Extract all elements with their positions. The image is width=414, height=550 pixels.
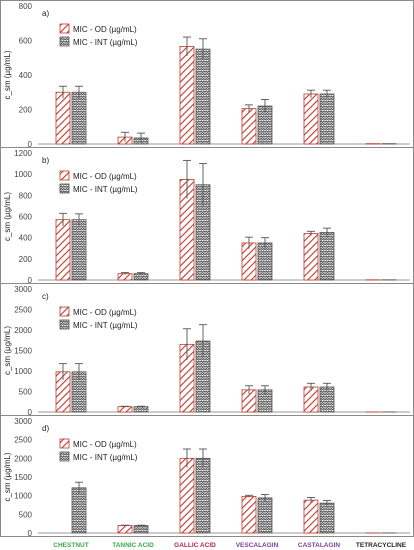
y-tick-label: 0 <box>28 140 33 149</box>
bar-mic-od <box>241 108 257 145</box>
y-tick-label: 2000 <box>14 326 32 335</box>
x-category-label: GALLIC ACID <box>174 542 216 549</box>
x-category-label: VESCALAGIN <box>236 542 279 549</box>
y-tick-label: 1000 <box>14 367 32 376</box>
panel-4: d) 0 500 1000 1500 2000 2500 3000 c_sm (µg/mL) MI… <box>0 415 414 538</box>
legend-swatch-od <box>59 170 70 181</box>
y-tick-label: 1500 <box>14 347 32 356</box>
panel-label: b) <box>42 156 49 165</box>
bar-mic-int <box>319 386 335 413</box>
y-tick-label: 200 <box>19 255 33 264</box>
y-tick-label: 1500 <box>14 473 32 482</box>
x-category-label: TETRACYCLINE <box>356 542 407 549</box>
bar-mic-int <box>133 525 149 534</box>
y-tick-label: 2000 <box>14 454 32 463</box>
bar-mic-od <box>179 46 195 145</box>
bar-mic-od <box>55 91 71 145</box>
y-axis-title: c_sm (µg/mL) <box>3 50 12 99</box>
y-tick-label: 2500 <box>14 436 32 445</box>
bar-mic-int <box>195 457 211 534</box>
legend-label: MIC - OD (µg/mL) <box>73 25 137 34</box>
y-axis-title: c_sm (µg/mL) <box>3 192 12 241</box>
y-tick-label: 3000 <box>14 417 32 426</box>
bar-mic-int <box>133 406 149 413</box>
y-tick-label: 3000 <box>14 285 32 294</box>
panel-label: c) <box>42 292 49 301</box>
y-axis-title: c_sm (µg/mL) <box>3 326 12 375</box>
y-tick-label: 400 <box>19 234 33 243</box>
bar-mic-od <box>55 219 71 281</box>
legend-label: MIC - OD (µg/mL) <box>73 172 137 181</box>
y-tick-label: 500 <box>19 388 33 397</box>
y-tick-label: 400 <box>19 71 33 80</box>
bar-mic-int <box>319 93 335 145</box>
legend-swatch-od <box>59 438 70 449</box>
bar-mic-int <box>71 487 87 534</box>
y-tick-label: 600 <box>19 37 33 46</box>
bar-mic-int <box>195 48 211 145</box>
bar-mic-int <box>71 91 87 145</box>
bar-mic-od <box>117 406 133 413</box>
y-tick-label: 0 <box>28 408 33 417</box>
x-category-label: CHESTNUT <box>53 542 88 549</box>
bar-mic-int <box>257 242 273 281</box>
legend-label: MIC - INT (µg/mL) <box>73 453 138 462</box>
legend-label: MIC - INT (µg/mL) <box>73 185 138 194</box>
x-category-label: TANNIC ACID <box>112 542 154 549</box>
bar-mic-int <box>319 231 335 281</box>
legend-label: MIC - INT (µg/mL) <box>73 321 138 330</box>
y-tick-label: 800 <box>19 2 33 11</box>
legend-swatch-int <box>59 319 70 330</box>
legend-swatch-int <box>59 183 70 194</box>
bar-mic-od <box>303 499 319 534</box>
legend-swatch-od <box>59 23 70 34</box>
y-tick-label: 200 <box>19 106 33 115</box>
panel-1: a) 0 200 400 600 800 c_sm (µg/mL) MIC - OD (µg/… <box>0 0 414 149</box>
legend-swatch-od <box>59 306 70 317</box>
legend-label: MIC - OD (µg/mL) <box>73 308 137 317</box>
bar-mic-od <box>179 457 195 534</box>
legend-swatch-int <box>59 36 70 47</box>
y-tick-label: 1000 <box>14 170 32 179</box>
bar-mic-od <box>241 496 257 534</box>
bar-mic-od <box>303 386 319 413</box>
y-tick-label: 800 <box>19 191 33 200</box>
panel-2: b) 0 200 400 600 800 1000 1200 c_sm (µg/mL) MIC -… <box>0 147 414 285</box>
panel-3: c) 0 500 1000 1500 2000 2500 3000 c_sm (µg/mL) MI… <box>0 283 414 417</box>
bar-mic-int <box>257 497 273 534</box>
y-tick-label: 1200 <box>14 149 32 158</box>
panel-label: a) <box>42 9 49 18</box>
bar-mic-od <box>303 93 319 145</box>
y-axis-title: c_sm (µg/mL) <box>3 452 12 501</box>
bar-mic-od <box>117 525 133 534</box>
y-tick-label: 0 <box>28 276 33 285</box>
panel-label: d) <box>42 424 49 433</box>
bar-mic-od <box>303 233 319 281</box>
legend-label: MIC - INT (µg/mL) <box>73 38 138 47</box>
bar-mic-int <box>71 219 87 281</box>
legend-swatch-int <box>59 451 70 462</box>
y-tick-label: 1000 <box>14 492 32 501</box>
legend-label: MIC - OD (µg/mL) <box>73 440 137 449</box>
y-tick-label: 600 <box>19 213 33 222</box>
bar-mic-int <box>319 502 335 534</box>
x-category-label: CASTALAGIN <box>298 542 340 549</box>
y-tick-label: 0 <box>28 529 33 538</box>
y-tick-label: 500 <box>19 510 33 519</box>
y-tick-label: 2500 <box>14 306 32 315</box>
